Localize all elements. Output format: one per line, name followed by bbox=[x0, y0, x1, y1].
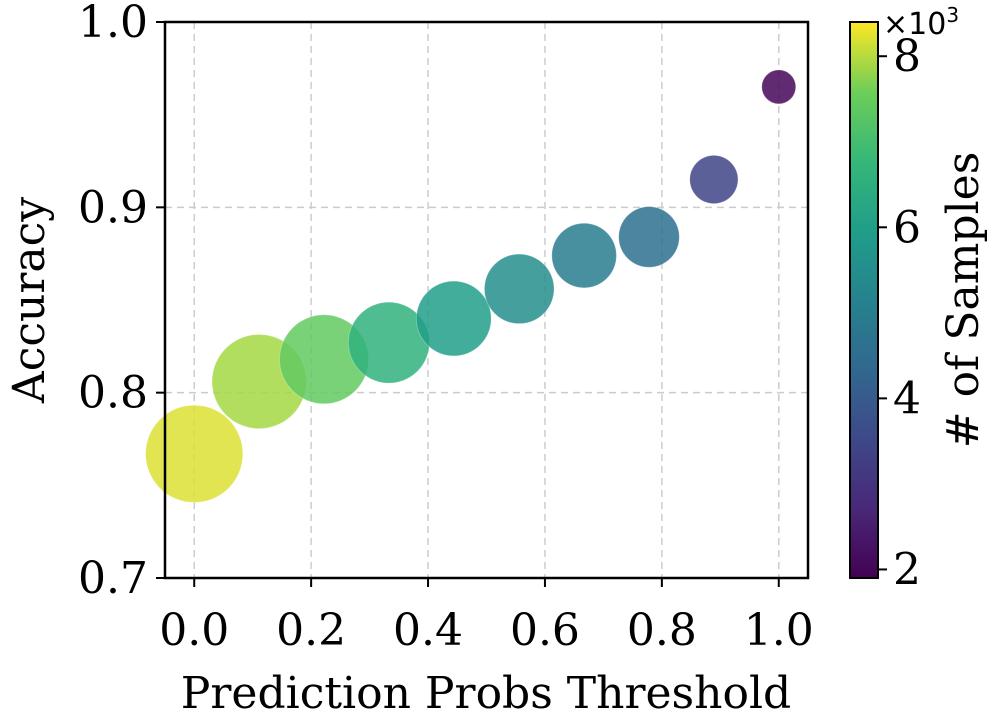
colorbar-tick-label: 6 bbox=[893, 202, 921, 253]
data-point bbox=[415, 280, 492, 357]
colorbar-ticks: 2 4 6 8 bbox=[878, 31, 921, 595]
x-tick-label: 0.0 bbox=[159, 605, 229, 656]
data-point bbox=[618, 206, 680, 268]
y-axis-ticks: 0.7 0.8 0.9 1.0 bbox=[78, 0, 165, 604]
x-tick-label: 0.6 bbox=[510, 605, 580, 656]
x-tick-label: 0.4 bbox=[393, 605, 463, 656]
y-axis-label: Accuracy bbox=[4, 197, 55, 404]
colorbar-gradient bbox=[849, 21, 879, 579]
data-point bbox=[483, 253, 555, 325]
data-point bbox=[551, 222, 617, 289]
data-point bbox=[145, 404, 244, 503]
colorbar-label: # of Samples bbox=[938, 152, 989, 449]
data-point bbox=[689, 154, 739, 205]
colorbar-multiplier: ×103 bbox=[883, 3, 959, 42]
x-tick-label: 1.0 bbox=[744, 605, 814, 656]
y-tick-label: 0.8 bbox=[78, 368, 148, 419]
colorbar-tick-label: 2 bbox=[893, 544, 921, 595]
x-axis-ticks: 0.0 0.2 0.4 0.6 0.8 1.0 bbox=[159, 578, 814, 656]
x-tick-label: 0.8 bbox=[627, 605, 697, 656]
colorbar-tick-label: 8 bbox=[893, 31, 921, 82]
colorbar: 2 4 6 8 ×103 # of Samples bbox=[849, 3, 989, 595]
x-tick-label: 0.2 bbox=[276, 605, 346, 656]
y-tick-label: 1.0 bbox=[78, 0, 148, 48]
data-points bbox=[145, 69, 797, 503]
y-tick-label: 0.7 bbox=[78, 553, 148, 604]
plot-frame bbox=[163, 20, 810, 580]
colorbar-tick-label: 4 bbox=[893, 373, 921, 424]
data-point bbox=[761, 69, 797, 105]
y-tick-label: 0.9 bbox=[78, 182, 148, 233]
x-axis-label: Prediction Probs Threshold bbox=[181, 668, 791, 719]
